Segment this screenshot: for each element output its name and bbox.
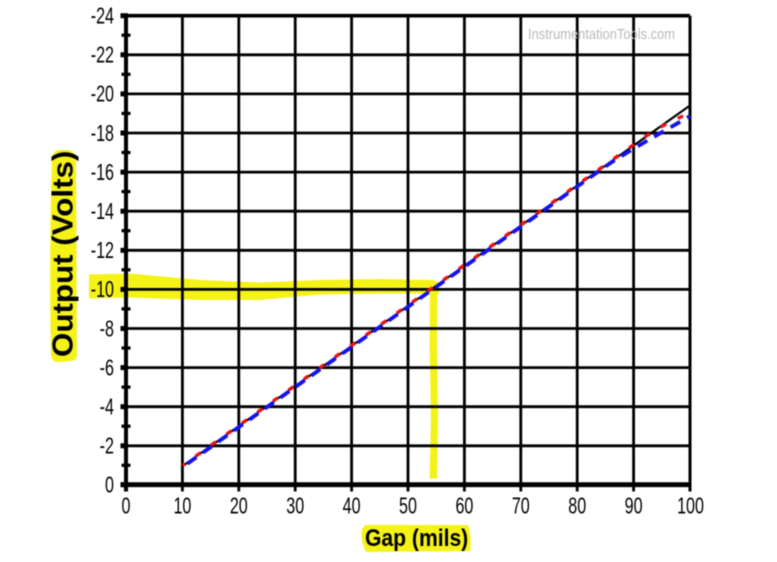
svg-text:-10: -10 [91,278,114,303]
svg-text:10: 10 [173,494,191,519]
svg-text:0: 0 [105,473,114,498]
svg-text:40: 40 [343,494,361,519]
svg-text:60: 60 [455,494,473,519]
svg-text:80: 80 [568,494,586,519]
svg-text:-8: -8 [100,317,114,342]
svg-text:-12: -12 [91,238,114,263]
svg-text:90: 90 [625,494,643,519]
svg-text:Output (Volts): Output (Volts) [48,151,80,357]
svg-text:-16: -16 [91,160,114,185]
svg-text:Gap (mils): Gap (mils) [365,525,468,552]
svg-text:50: 50 [399,494,417,519]
svg-text:70: 70 [512,494,530,519]
svg-text:100: 100 [677,494,704,519]
svg-text:-18: -18 [91,121,114,146]
svg-text:-6: -6 [100,356,114,381]
svg-text:30: 30 [286,494,304,519]
svg-text:-22: -22 [91,43,114,68]
svg-text:0: 0 [122,494,131,519]
svg-text:-14: -14 [91,199,114,224]
svg-text:-2: -2 [100,434,114,459]
svg-text:-20: -20 [91,82,114,107]
svg-text:-24: -24 [91,4,114,29]
svg-text:20: 20 [230,494,248,519]
svg-text:-4: -4 [100,395,114,420]
svg-text:InstrumentationTools.com: InstrumentationTools.com [528,26,675,42]
